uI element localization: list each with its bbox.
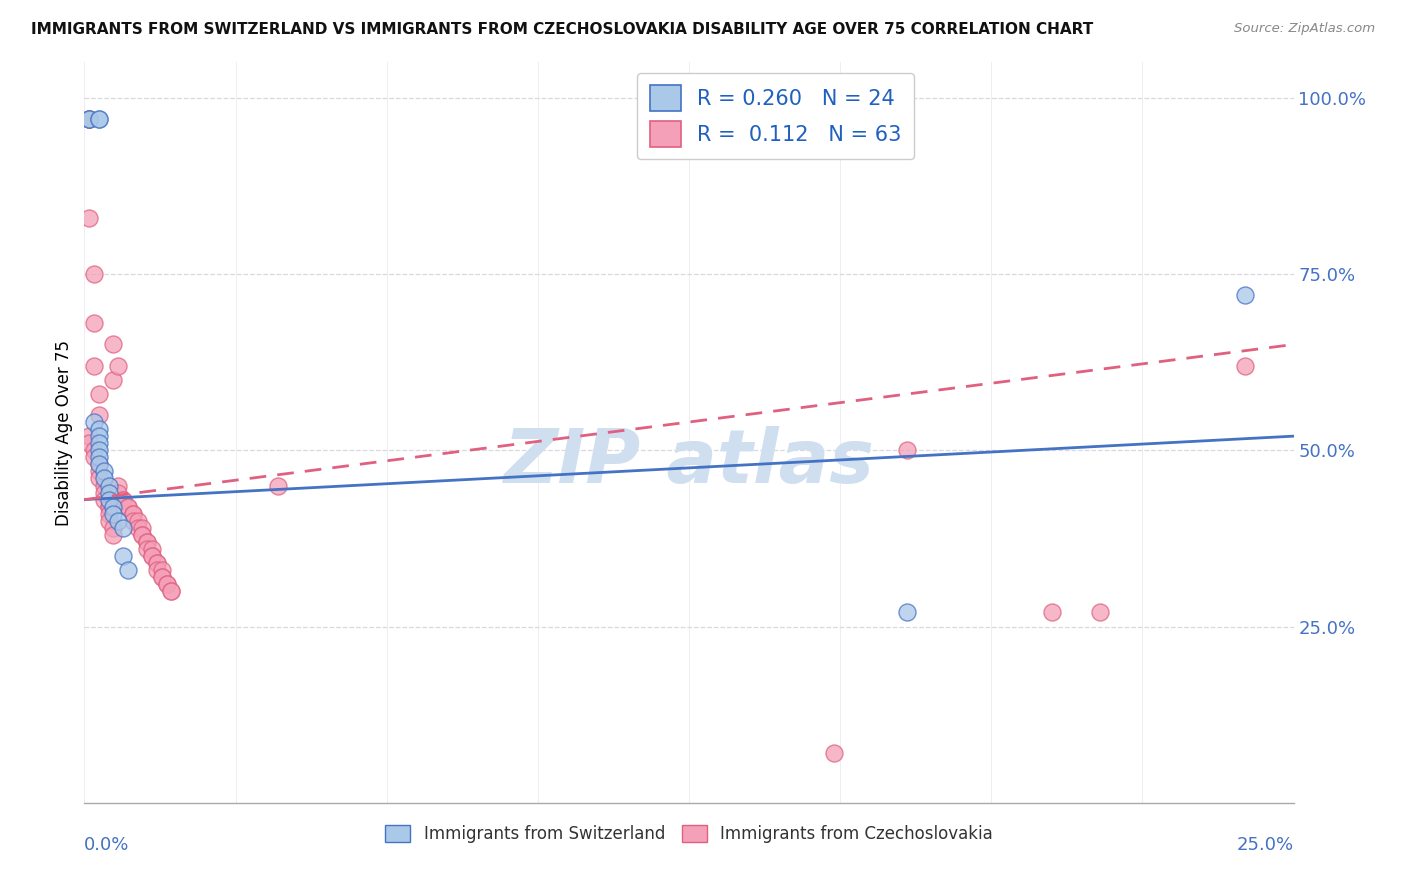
Text: 0.0%: 0.0% <box>84 836 129 855</box>
Point <box>896 443 918 458</box>
Point <box>93 464 115 478</box>
Point <box>83 359 105 373</box>
Point <box>103 528 125 542</box>
Point <box>103 500 125 514</box>
Point <box>77 436 100 450</box>
Text: ZIP atlas: ZIP atlas <box>503 425 875 499</box>
Point <box>107 485 129 500</box>
Point <box>160 584 183 599</box>
Point <box>97 507 120 521</box>
Point <box>823 747 845 761</box>
Point <box>146 563 169 577</box>
Point <box>77 112 100 126</box>
Point <box>77 429 100 443</box>
Point <box>146 556 169 570</box>
Point <box>150 570 173 584</box>
Point <box>1234 359 1257 373</box>
Point <box>136 541 159 556</box>
Point <box>117 500 139 514</box>
Point <box>136 535 159 549</box>
Point <box>150 563 173 577</box>
Point <box>131 521 153 535</box>
Point <box>97 514 120 528</box>
Point <box>83 443 105 458</box>
Point <box>136 535 159 549</box>
Point <box>83 450 105 465</box>
Point <box>83 267 105 281</box>
Point <box>93 492 115 507</box>
Point <box>87 112 110 126</box>
Point <box>112 492 135 507</box>
Point <box>87 458 110 472</box>
Point <box>97 500 120 514</box>
Point <box>83 415 105 429</box>
Point <box>117 563 139 577</box>
Point <box>121 507 143 521</box>
Point <box>267 478 290 492</box>
Point <box>127 514 149 528</box>
Point <box>77 112 100 126</box>
Point <box>77 112 100 126</box>
Text: Source: ZipAtlas.com: Source: ZipAtlas.com <box>1234 22 1375 36</box>
Point <box>103 337 125 351</box>
Point <box>141 541 163 556</box>
Point <box>131 528 153 542</box>
Point <box>87 408 110 422</box>
Point <box>87 450 110 465</box>
Point <box>87 436 110 450</box>
Point <box>141 549 163 563</box>
Point <box>155 577 177 591</box>
Point <box>107 478 129 492</box>
Point <box>87 458 110 472</box>
Point <box>103 521 125 535</box>
Point <box>155 577 177 591</box>
Point <box>1234 288 1257 302</box>
Point <box>97 492 120 507</box>
Point <box>97 500 120 514</box>
Point <box>107 514 129 528</box>
Point <box>77 211 100 225</box>
Point <box>103 373 125 387</box>
Point <box>117 500 139 514</box>
Point <box>146 556 169 570</box>
Point <box>112 549 135 563</box>
Point <box>87 387 110 401</box>
Point <box>87 422 110 436</box>
Legend: Immigrants from Switzerland, Immigrants from Czechoslovakia: Immigrants from Switzerland, Immigrants … <box>378 819 1000 850</box>
Point <box>97 485 120 500</box>
Text: IMMIGRANTS FROM SWITZERLAND VS IMMIGRANTS FROM CZECHOSLOVAKIA DISABILITY AGE OVE: IMMIGRANTS FROM SWITZERLAND VS IMMIGRANT… <box>31 22 1094 37</box>
Point <box>896 606 918 620</box>
Point <box>160 584 183 599</box>
Point <box>131 528 153 542</box>
Point <box>112 492 135 507</box>
Point <box>103 507 125 521</box>
Point <box>127 521 149 535</box>
Point <box>87 471 110 485</box>
Point <box>1088 606 1111 620</box>
Point <box>87 443 110 458</box>
Point <box>93 471 115 485</box>
Point <box>1040 606 1063 620</box>
Point <box>87 112 110 126</box>
Point <box>141 549 163 563</box>
Text: 25.0%: 25.0% <box>1236 836 1294 855</box>
Point <box>87 464 110 478</box>
Point <box>93 485 115 500</box>
Point <box>87 429 110 443</box>
Point <box>112 521 135 535</box>
Point <box>77 112 100 126</box>
Y-axis label: Disability Age Over 75: Disability Age Over 75 <box>55 340 73 525</box>
Point <box>107 359 129 373</box>
Point <box>121 514 143 528</box>
Point <box>93 478 115 492</box>
Point <box>97 478 120 492</box>
Point <box>150 570 173 584</box>
Point <box>83 316 105 330</box>
Point <box>121 507 143 521</box>
